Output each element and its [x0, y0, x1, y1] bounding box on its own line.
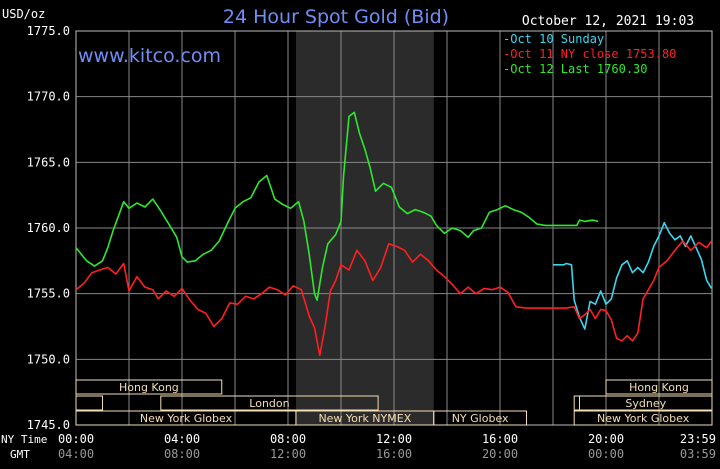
y-axis-ticks: 1775.0 1770.0 1765.0 1760.0 1755.0 1750.0 1745… — [27, 24, 70, 432]
legend-oct11-text: Oct 11 NY close 1753.80 — [510, 47, 676, 61]
session-bars: Hong Kong London New York Globex New York N… — [75, 379, 713, 426]
chart-datetime: October 12, 2021 19:03 — [522, 14, 694, 29]
legend-oct10-text: Oct 10 Sunday — [510, 32, 604, 46]
y-tick-label: 1760.0 — [27, 221, 70, 235]
session-label: New York Globex — [597, 412, 690, 425]
session-bar — [75, 395, 103, 411]
series-line-1 — [75, 240, 713, 357]
y-tick-label: 1755.0 — [27, 287, 70, 301]
x-tick-label-gmt: 08:00 — [164, 447, 200, 461]
legend-oct10: -Oct 10 Sunday — [503, 32, 604, 46]
unit-label: USD/oz — [2, 7, 45, 21]
session-bar — [160, 395, 379, 411]
session-label: NY Globex — [452, 412, 509, 425]
legend-oct11: -Oct 11 NY close 1753.80 — [503, 47, 676, 61]
session-label: New York NYMEX — [318, 412, 411, 425]
y-tick-label: 1750.0 — [27, 352, 70, 366]
series-line-2 — [75, 111, 599, 302]
session-label: Sydney — [625, 397, 666, 410]
session-label: Hong Kong — [119, 381, 179, 394]
x-tick-label-gmt: 12:00 — [270, 447, 306, 461]
chart-title: 24 Hour Spot Gold (Bid) — [223, 6, 449, 28]
x-tick-label-gmt: 20:00 — [482, 447, 518, 461]
y-tick-label: 1745.0 — [27, 418, 70, 432]
site-watermark: www.kitco.com — [78, 45, 221, 67]
y-tick-label: 1775.0 — [27, 24, 70, 38]
session-label: Hong Kong — [629, 381, 689, 394]
ny-time-label: NY Time — [1, 433, 47, 446]
y-tick-label: 1765.0 — [27, 155, 70, 169]
y-tick-label: 1770.0 — [27, 90, 70, 104]
gmt-label: GMT — [10, 448, 30, 461]
legend-oct12-text: Oct 12 Last 1760.30 — [510, 62, 647, 76]
x-tick-label-gmt: 16:00 — [376, 447, 412, 461]
x-tick-label-ny: 23:59 — [680, 432, 716, 446]
x-tick-label-ny: 04:00 — [164, 432, 200, 446]
x-tick-label-ny: 12:00 — [376, 432, 412, 446]
legend: -Oct 10 Sunday -Oct 11 NY close 1753.80 … — [503, 32, 676, 76]
x-tick-label-ny: 00:00 — [58, 432, 94, 446]
x-tick-label-gmt: 00:00 — [588, 447, 624, 461]
x-tick-label-ny: 20:00 — [588, 432, 624, 446]
session-bar — [579, 395, 713, 411]
x-tick-label-gmt: 04:00 — [58, 447, 94, 461]
grid-lines — [75, 30, 713, 426]
session-bar — [573, 395, 581, 411]
session-bar — [605, 379, 713, 395]
series-lines — [75, 111, 713, 357]
session-label: London — [249, 397, 289, 410]
session-bar — [75, 379, 223, 395]
legend-oct12: -Oct 12 Last 1760.30 — [503, 62, 648, 76]
session-bar — [433, 410, 527, 426]
x-tick-label-ny: 08:00 — [270, 432, 306, 446]
session-label: New York Globex — [140, 412, 233, 425]
x-axis-ticks: 00:0004:0004:0008:0008:0012:0012:0016:00… — [58, 432, 716, 461]
x-tick-label-gmt: 03:59 — [680, 447, 716, 461]
session-bar — [573, 410, 713, 426]
x-tick-label-ny: 16:00 — [482, 432, 518, 446]
